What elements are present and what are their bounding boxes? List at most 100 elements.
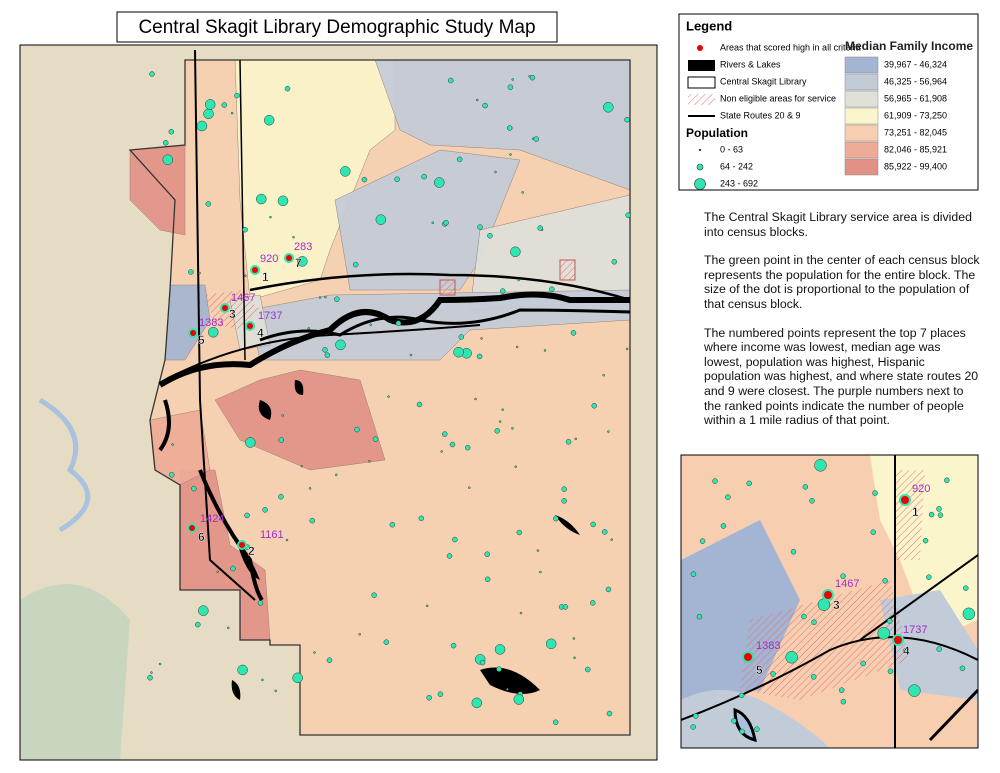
income-swatch	[844, 56, 879, 74]
point-rank: 2	[248, 544, 255, 558]
census-dot	[389, 521, 396, 528]
ranked-point	[822, 589, 834, 601]
point-count: 920	[260, 253, 278, 265]
income-swatch	[844, 90, 879, 108]
census-dot	[725, 494, 731, 500]
legend-symbol	[687, 76, 716, 89]
legend-symbol	[688, 94, 715, 105]
legend-item: Areas that scored high in all criteria	[720, 42, 861, 52]
census-dot	[262, 507, 268, 513]
census-dot	[770, 671, 776, 677]
income-class: 82,046 - 85,921	[884, 144, 947, 154]
census-dot	[692, 713, 699, 719]
census-dot	[611, 259, 618, 265]
description-paragraph: The Central Skagit Library service area …	[704, 210, 972, 239]
income-swatch	[844, 73, 879, 91]
census-dot	[278, 437, 285, 443]
legend-symbol	[697, 45, 703, 51]
census-dot	[372, 436, 379, 442]
census-dot	[394, 176, 400, 183]
census-dot	[963, 585, 969, 591]
census-dot	[244, 512, 250, 519]
income-swatch	[844, 141, 879, 159]
main-map: 920 1 283 7 1467 3 1737 4 1383 5 1424 6 1161 2	[20, 45, 657, 760]
census-dot	[517, 278, 520, 282]
census-dot	[552, 719, 559, 725]
census-dot	[147, 674, 153, 681]
census-dot	[570, 330, 577, 336]
census-dot	[746, 480, 752, 487]
population-class: 64 - 242	[720, 161, 753, 171]
point-rank: 1	[262, 270, 269, 284]
census-dot	[487, 232, 493, 239]
census-dot	[464, 444, 471, 451]
point-count: 283	[294, 241, 312, 253]
census-dot	[368, 460, 371, 463]
census-dot	[928, 511, 935, 518]
census-dot	[482, 102, 488, 109]
census-dot	[158, 662, 162, 666]
census-dot	[545, 638, 557, 650]
census-dot	[494, 644, 506, 655]
census-dot	[284, 85, 291, 92]
census-dot	[168, 128, 175, 135]
point-rank: 6	[198, 530, 205, 544]
census-dot	[591, 403, 598, 409]
legend-box	[678, 13, 979, 191]
census-dot	[292, 235, 295, 239]
census-dot	[536, 549, 540, 552]
census-dot	[877, 627, 890, 640]
census-dot	[203, 108, 214, 120]
census-dot	[437, 691, 444, 697]
income-swatch	[844, 107, 879, 125]
census-dot	[313, 651, 316, 654]
census-dot	[937, 512, 944, 518]
point-rank: 3	[833, 598, 840, 612]
income-class: 39,967 - 46,324	[884, 59, 947, 69]
census-dot	[507, 84, 514, 90]
census-dot	[261, 678, 264, 682]
census-dot	[269, 215, 272, 219]
census-dot	[840, 573, 846, 579]
census-dot	[529, 74, 536, 81]
census-dot	[720, 523, 727, 529]
census-dot	[334, 296, 340, 302]
census-dot	[902, 648, 909, 654]
legend-symbol	[696, 163, 704, 171]
census-dot	[358, 633, 361, 636]
point-count: 1737	[903, 624, 927, 636]
legend-item: Rivers & Lakes	[720, 59, 781, 69]
census-dot	[409, 353, 413, 357]
census-dot	[690, 724, 696, 730]
census-dot	[605, 586, 612, 593]
point-count: 1383	[199, 317, 223, 329]
census-dot	[738, 692, 745, 699]
point-rank: 4	[903, 644, 910, 658]
census-dot	[369, 323, 372, 327]
ranked-point	[187, 523, 197, 533]
census-dot	[690, 571, 697, 577]
point-count: 1467	[231, 292, 255, 304]
census-dot	[425, 604, 429, 608]
census-dot	[421, 173, 427, 180]
census-dot	[506, 125, 513, 131]
census-dot	[553, 515, 559, 522]
census-dot	[607, 430, 610, 433]
census-dot	[234, 92, 240, 99]
census-dot	[191, 485, 197, 492]
census-dot	[926, 574, 932, 580]
description: The Central Skagit Library service area …	[704, 210, 980, 442]
ranked-point	[892, 634, 904, 646]
census-dot	[452, 536, 458, 543]
census-dot	[335, 473, 338, 477]
income-class: 85,922 - 99,400	[884, 161, 947, 171]
census-dot	[494, 428, 500, 434]
population-class: 243 - 692	[720, 178, 758, 188]
point-count: 1424	[200, 513, 224, 525]
census-dot	[625, 347, 629, 351]
income-class: 61,909 - 73,250	[884, 110, 947, 120]
census-dot	[860, 660, 866, 667]
census-dot	[501, 408, 504, 411]
census-dot	[944, 477, 950, 483]
